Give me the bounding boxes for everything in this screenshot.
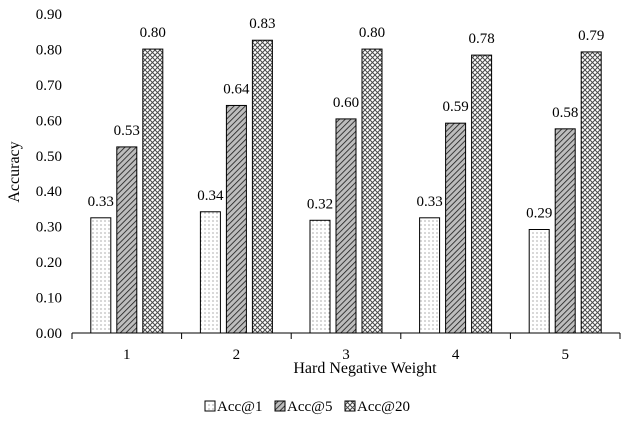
bar-acc20-1: [142, 48, 164, 334]
bar-acc1-1: [90, 217, 112, 334]
data-label: 0.29: [526, 206, 552, 222]
data-label: 0.34: [197, 188, 224, 204]
bar-acc5-3: [335, 118, 357, 334]
y-tick-label: 0.20: [36, 255, 62, 271]
y-tick-label: 0.90: [36, 7, 62, 23]
legend-label: Acc@1: [217, 399, 262, 415]
bar-acc1-2: [199, 211, 221, 334]
x-tick-label: 3: [342, 347, 350, 363]
data-label: 0.80: [359, 25, 385, 41]
x-tick-label: 5: [561, 347, 569, 363]
data-label: 0.59: [442, 99, 468, 115]
bar-acc5-2: [225, 104, 247, 334]
legend-swatch-acc5: [274, 400, 286, 412]
data-label: 0.33: [88, 194, 114, 210]
y-axis: 0.00 0.10 0.20 0.30 0.40 0.50 0.60 0.70 0.80 0.90: [36, 7, 62, 342]
data-label: 0.64: [223, 81, 250, 97]
x-axis-title: Hard Negative Weight: [293, 360, 437, 377]
data-label: 0.80: [140, 25, 166, 41]
bar-acc1-3: [309, 219, 331, 334]
y-tick-label: 0.60: [36, 113, 62, 129]
data-label: 0.60: [333, 95, 359, 111]
bar-acc5-4: [445, 122, 467, 334]
bar-acc20-3: [361, 48, 383, 334]
bar-acc1-5: [528, 229, 550, 334]
data-label: 0.78: [468, 31, 494, 47]
y-tick-label: 0.00: [36, 326, 62, 342]
bar-acc20-2: [251, 39, 273, 334]
data-label: 0.32: [307, 196, 333, 212]
y-axis-title: Accuracy: [6, 141, 23, 202]
x-axis: 1 2 3 4 5: [71, 332, 621, 363]
data-label: 0.53: [114, 123, 140, 139]
legend-swatch-acc20: [344, 400, 356, 412]
legend-label: Acc@5: [287, 399, 332, 415]
data-label: 0.33: [416, 194, 442, 210]
legend: Acc@1 Acc@5 Acc@20: [204, 399, 410, 415]
y-tick-label: 0.80: [36, 42, 62, 58]
data-label: 0.83: [249, 16, 275, 32]
y-tick-label: 0.70: [36, 78, 62, 94]
data-label: 0.79: [578, 28, 604, 44]
bar-acc1-4: [419, 217, 441, 334]
bars-group: [90, 39, 602, 334]
y-tick-label: 0.10: [36, 291, 62, 307]
bar-acc20-4: [471, 54, 493, 334]
y-tick-label: 0.30: [36, 220, 62, 236]
data-label: 0.58: [552, 105, 578, 121]
y-tick-label: 0.50: [36, 149, 62, 165]
bar-acc20-5: [580, 51, 602, 334]
x-tick-label: 2: [233, 347, 241, 363]
legend-label: Acc@20: [357, 399, 410, 415]
x-tick-label: 1: [123, 347, 131, 363]
data-labels-group: 0.33 0.53 0.80 0.34 0.64 0.83 0.32 0.60 0.80 0.33…: [88, 16, 605, 221]
x-tick-label: 4: [452, 347, 460, 363]
bar-acc5-5: [554, 128, 576, 334]
y-tick-label: 0.40: [36, 184, 62, 200]
legend-swatch-acc1: [204, 400, 216, 412]
bar-acc5-1: [116, 146, 138, 334]
